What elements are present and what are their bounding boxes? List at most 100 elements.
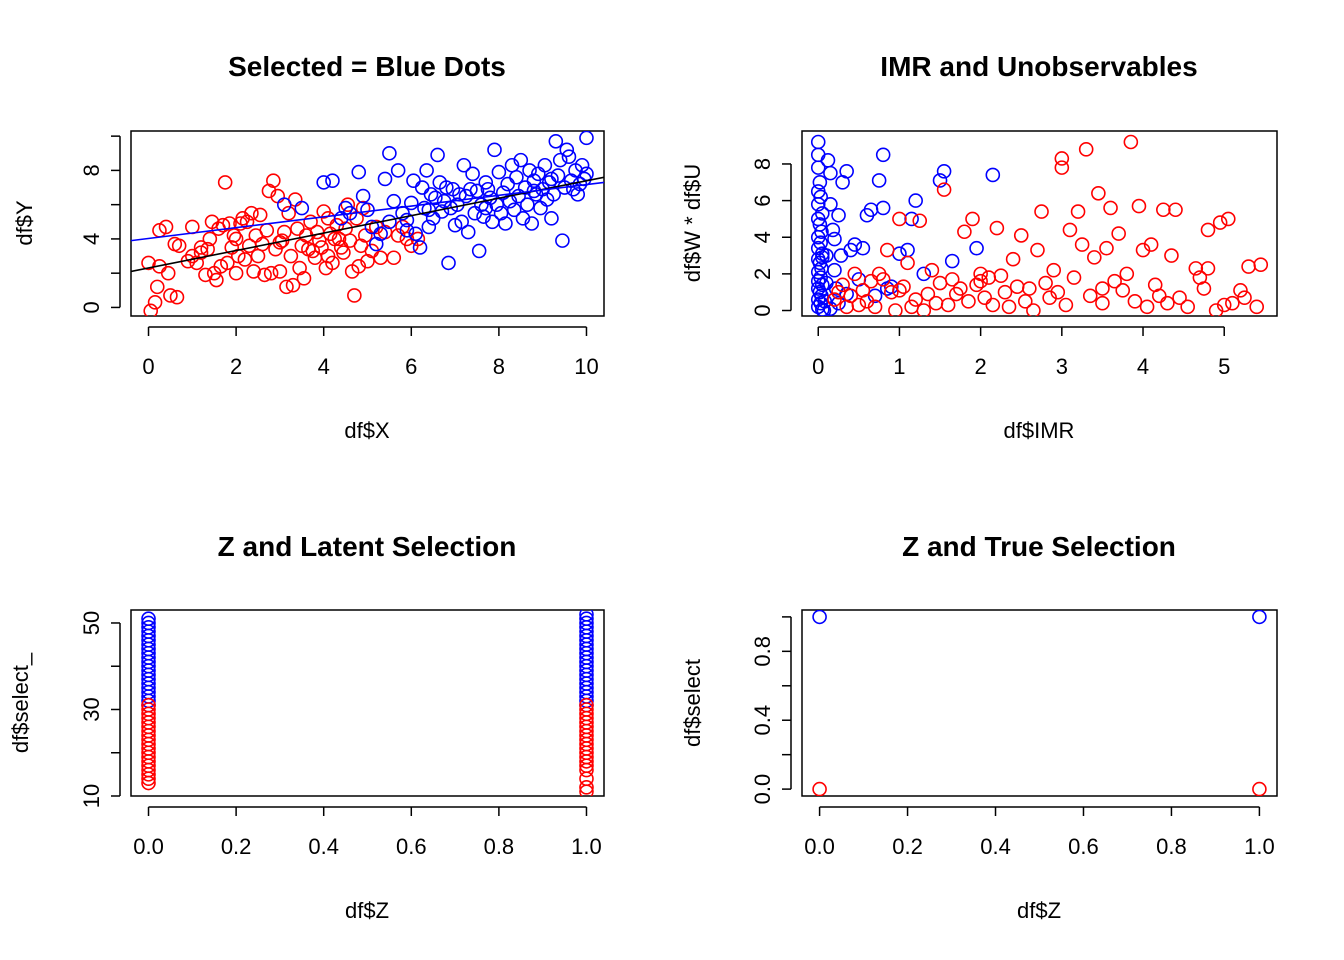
y-tick-label: 0.8 (750, 636, 775, 667)
data-point (215, 217, 231, 233)
data-point (1225, 295, 1240, 311)
data-point (160, 265, 176, 281)
y-tick-label: 0 (750, 304, 775, 316)
data-point (879, 242, 895, 258)
data-point (851, 297, 867, 313)
x-axis: 0.0 0.2 0.4 0.6 0.8 1.0 (804, 806, 1275, 859)
x-axis: 0.0 0.2 0.4 0.6 0.8 1.0 (133, 806, 602, 859)
data-point (513, 152, 529, 168)
data-point (1082, 288, 1098, 304)
data-point (839, 163, 854, 179)
data-point (1249, 299, 1265, 315)
data-point (555, 233, 570, 248)
data-point (355, 188, 371, 204)
x-axis-label: df$X (344, 418, 390, 443)
data-point (423, 187, 439, 202)
data-point (290, 221, 305, 236)
y-tick-label: 0 (79, 301, 104, 313)
data-point (373, 250, 388, 266)
data-point (237, 252, 253, 267)
data-point (520, 197, 535, 212)
data-point (1054, 160, 1070, 175)
data-point (579, 780, 594, 795)
y-axis: 10 30 50 (79, 611, 121, 808)
data-point (1253, 257, 1269, 273)
data-point (544, 211, 559, 226)
data-point (1001, 299, 1017, 315)
x-axis-label: df$IMR (1004, 418, 1075, 443)
data-point (579, 131, 594, 146)
data-point (373, 226, 388, 242)
data-point (813, 189, 828, 205)
data-point (272, 264, 288, 279)
data-point (1022, 281, 1037, 296)
data-point (579, 784, 594, 796)
x-tick-label: 4 (1137, 354, 1149, 379)
data-point (1216, 297, 1232, 313)
series-unselected (141, 697, 594, 796)
y-axis: 0.0 0.4 0.8 (750, 616, 792, 805)
data-point (920, 286, 936, 302)
data-point (336, 245, 351, 260)
data-point (825, 222, 841, 238)
data-point (1050, 284, 1066, 300)
data-point (1123, 134, 1139, 150)
x-tick-label: 0.8 (484, 834, 515, 859)
y-axis: 0 4 8 (79, 135, 121, 314)
data-point (1066, 270, 1082, 285)
data-point (574, 157, 590, 173)
data-point (940, 297, 956, 313)
x-tick-label: 3 (1056, 354, 1068, 379)
x-tick-label: 0.8 (1156, 834, 1187, 859)
chart-title: Selected = Blue Dots (228, 51, 506, 82)
y-tick-label: 10 (79, 784, 104, 808)
data-point (815, 302, 830, 316)
data-point (246, 264, 261, 279)
data-point (1196, 281, 1212, 296)
data-point (904, 299, 919, 315)
data-point (325, 255, 340, 271)
data-point (932, 173, 948, 188)
data-point (149, 279, 165, 295)
chart-title: IMR and Unobservables (880, 51, 1197, 82)
y-tick-label: 8 (79, 164, 104, 176)
data-point (390, 228, 406, 243)
data-point (863, 273, 879, 289)
data-point (827, 292, 842, 307)
data-point (266, 173, 281, 188)
data-point (340, 197, 356, 212)
data-point (399, 223, 415, 238)
data-point (193, 240, 209, 255)
data-point (559, 142, 575, 158)
data-point (456, 157, 472, 173)
data-point (1164, 248, 1179, 263)
data-point (1131, 198, 1147, 214)
data-point (835, 277, 850, 293)
data-point (257, 267, 272, 283)
y-tick-label: 0.0 (750, 774, 775, 805)
data-point (283, 248, 299, 264)
data-point (833, 248, 849, 263)
data-point (1087, 250, 1102, 265)
panel-z-true-selection: Z and True Selection df$Z df$select 0.0 0… (680, 531, 1278, 923)
x-tick-label: 0.0 (804, 834, 835, 859)
data-point (399, 212, 415, 228)
data-point (961, 294, 976, 309)
data-point (1252, 781, 1267, 796)
data-point (900, 242, 915, 258)
x-tick-label: 2 (230, 354, 242, 379)
data-point (916, 303, 932, 316)
data-point (985, 297, 1001, 313)
data-point (465, 166, 480, 182)
x-tick-label: 0 (142, 354, 154, 379)
data-point (281, 205, 296, 221)
data-point (908, 292, 923, 307)
data-point (1013, 228, 1029, 243)
x-axis: 0 2 4 6 8 10 (142, 326, 599, 379)
x-tick-label: 5 (1218, 354, 1230, 379)
data-point (163, 288, 178, 303)
plot-area (130, 609, 605, 797)
data-point (892, 283, 907, 298)
data-point (209, 272, 224, 288)
data-point (360, 202, 375, 218)
